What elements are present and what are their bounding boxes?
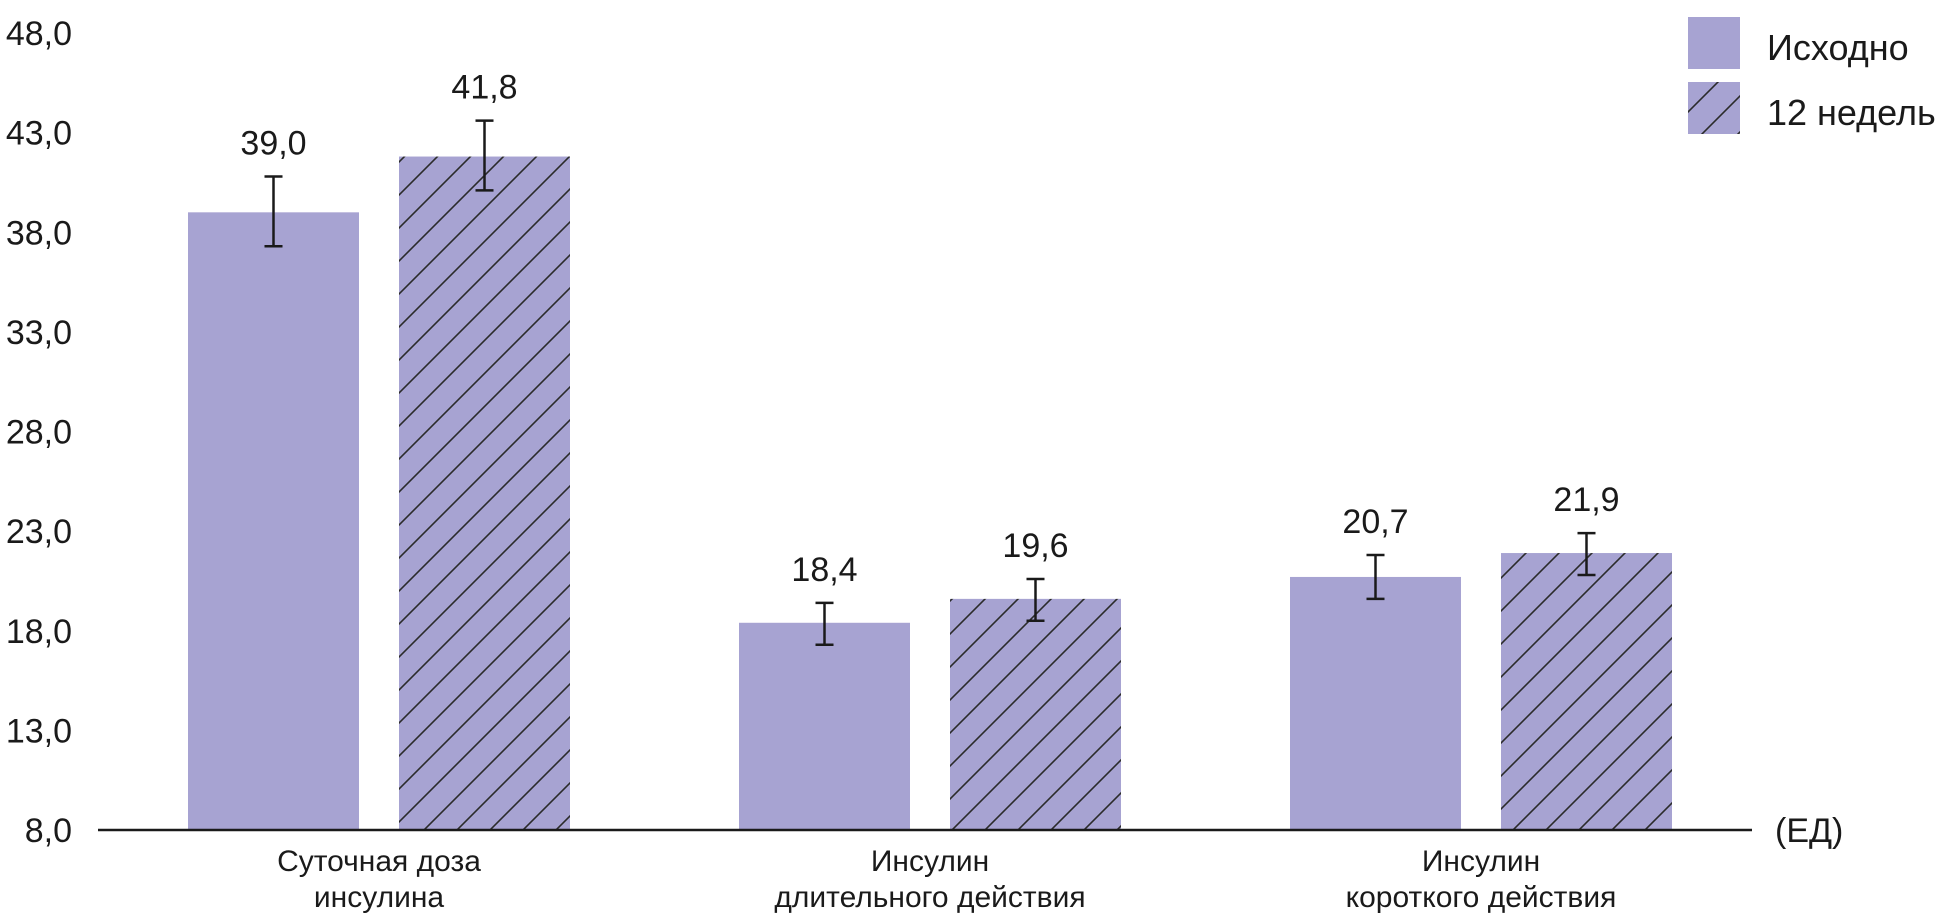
value-label: 18,4 — [791, 551, 857, 589]
error-bar — [1577, 531, 1596, 577]
legend-swatch-baseline — [1688, 17, 1740, 69]
y-tick-label: 23,0 — [6, 513, 72, 551]
y-tick-label: 18,0 — [6, 613, 72, 651]
value-label: 21,9 — [1553, 481, 1619, 519]
legend-label-12-weeks: 12 недель — [1767, 92, 1936, 133]
category-label: Инсулин — [871, 845, 989, 878]
bar-baseline — [1290, 576, 1461, 830]
bar-baseline — [188, 212, 359, 830]
y-tick-label: 48,0 — [6, 15, 72, 53]
bar-baseline — [739, 622, 910, 830]
value-labels: 39,0 18,4 20,7 41,8 19,6 21,9 — [240, 69, 1619, 589]
y-axis-ticks: 8,0 13,0 18,0 23,0 28,0 33,0 38,0 43,0 48,0 — [6, 15, 72, 850]
y-unit-label: (ЕД) — [1775, 812, 1843, 850]
value-label: 39,0 — [240, 124, 306, 162]
bar-12-weeks — [1501, 553, 1672, 830]
y-tick-label: 28,0 — [6, 414, 72, 452]
category-label: Суточная доза — [277, 845, 481, 878]
y-tick-label: 8,0 — [25, 812, 72, 850]
bar-12-weeks — [950, 598, 1121, 830]
y-tick-label: 33,0 — [6, 314, 72, 352]
legend-swatch-12-weeks — [1688, 82, 1740, 134]
error-bar — [1026, 577, 1045, 623]
error-bar — [264, 175, 283, 248]
value-label: 19,6 — [1002, 527, 1068, 565]
error-bars — [264, 119, 1596, 646]
value-label: 20,7 — [1342, 503, 1408, 541]
y-tick-label: 38,0 — [6, 214, 72, 252]
legend: Исходно 12 недель — [1688, 17, 1936, 134]
legend-label-baseline: Исходно — [1767, 27, 1909, 68]
y-tick-label: 13,0 — [6, 712, 72, 750]
error-bar — [815, 601, 834, 646]
category-label: длительного действия — [774, 881, 1085, 914]
bar-12-weeks — [399, 156, 570, 830]
bars — [188, 156, 1672, 830]
category-label: Инсулин — [1422, 845, 1540, 878]
category-label: короткого действия — [1346, 881, 1617, 914]
y-tick-label: 43,0 — [6, 115, 72, 153]
value-label: 41,8 — [451, 69, 517, 107]
error-bar — [1366, 553, 1385, 601]
error-bar — [475, 119, 494, 192]
category-label: инсулина — [314, 881, 444, 914]
category-labels: Суточная дозаинсулинаИнсулиндлительного … — [277, 845, 1616, 914]
